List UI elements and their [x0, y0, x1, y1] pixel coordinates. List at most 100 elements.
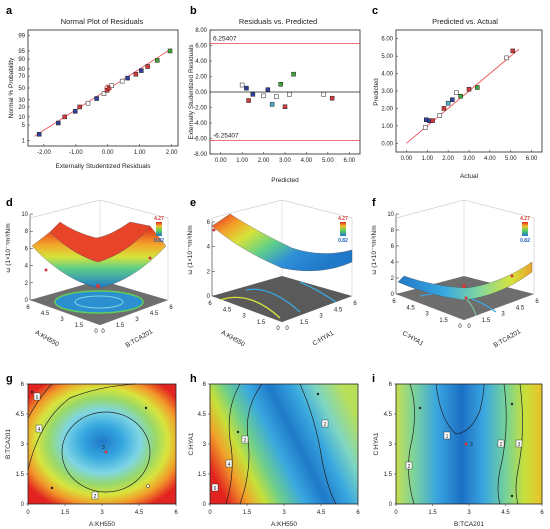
- tick-label: 0: [101, 329, 105, 335]
- data-point: [145, 64, 150, 69]
- panel-d-z-label: ω (1×10⁻⁵m³/Nm: [5, 223, 12, 272]
- panel-i-contour: [515, 383, 523, 505]
- panel-d-design-point: [96, 284, 100, 288]
- tick-label: 6: [353, 301, 357, 307]
- panel-i-y-ticks: 0 1.5 3 4.5 6: [384, 382, 396, 508]
- panel-h-contour-label: 2: [244, 438, 247, 444]
- tick-label: 0: [391, 292, 395, 298]
- panel-i-center-point: [464, 442, 468, 446]
- tick-label: 20: [18, 105, 25, 111]
- tick-label: 0.00: [381, 141, 393, 147]
- panel-b-y-ticks: 8.00 6.00 4.00 2.00 0.00 -2.00 -4.00 -6.00 -8.00: [193, 28, 212, 158]
- data-point: [291, 71, 296, 77]
- panel-g-contour-label: 2: [94, 494, 97, 500]
- panel-a-ylabel: Normal % Probability: [8, 57, 15, 118]
- panel-e-x-axis-label: A:KH550: [220, 329, 246, 348]
- panel-e-design-point: [212, 228, 216, 232]
- panel-b-limit-lines: 6.25407 -6.25407: [210, 36, 360, 141]
- panel-g-y-ticks: 0 1.5 3 4.5 6: [16, 382, 28, 508]
- panel-h-xlabel: A:KH550: [271, 521, 297, 528]
- panel-h-contour-label: 4: [228, 462, 231, 468]
- tick-label: 1.5: [482, 318, 491, 324]
- data-point: [239, 82, 245, 88]
- tick-label: 6: [356, 510, 360, 516]
- tick-label: 1.00: [236, 158, 248, 164]
- data-point: [274, 94, 279, 99]
- data-point: [72, 109, 78, 114]
- panel-i-contour-label: 2: [408, 464, 411, 470]
- tick-label: 0: [207, 294, 211, 300]
- tick-label: 4.5: [516, 305, 525, 311]
- tick-label: 4.5: [501, 510, 510, 516]
- panel-f-design-point: [464, 296, 468, 300]
- tick-label: 6: [389, 382, 393, 388]
- panel-g-contour-label-box: [91, 491, 99, 500]
- tick-label: 6: [174, 510, 178, 516]
- data-point: [261, 93, 266, 99]
- data-point: [77, 104, 82, 110]
- panel-i-xlabel: B:TCA201: [454, 521, 484, 528]
- data-point: [454, 90, 459, 95]
- panel-e-floor-contour: [245, 288, 301, 313]
- tick-label: 99: [18, 34, 25, 40]
- panel-g-x-ticks: 0 1.5 3 4.5 6: [26, 504, 178, 516]
- panel-d-y-ticks: 0 1.5 3 4.5 6: [101, 305, 173, 335]
- panel-f-design-point: [462, 284, 466, 288]
- tick-label: 0: [276, 326, 280, 332]
- data-point: [437, 113, 443, 118]
- panel-i-contour-label-box: [405, 461, 413, 470]
- tick-label: 6: [208, 301, 212, 307]
- panel-c-xlabel: Actual: [460, 173, 479, 180]
- tick-label: 8: [25, 229, 29, 235]
- data-point: [139, 68, 144, 73]
- data-point: [62, 114, 67, 120]
- tick-label: 4.00: [301, 158, 313, 164]
- tick-label: 4.5: [135, 510, 144, 516]
- data-point: [250, 92, 256, 97]
- tick-label: 3: [319, 314, 323, 320]
- tick-label: 5.00: [322, 158, 334, 164]
- data-point: [246, 98, 251, 103]
- tick-label: 3.00: [463, 156, 475, 162]
- tick-label: 1.00: [381, 124, 393, 130]
- data-point: [458, 93, 463, 99]
- panel-g: 6 4 2 3 0 1.5 3 4.5 6 0 1.5 3 4.5 6 A:KH550 B:TC…: [5, 382, 178, 528]
- tick-label: 6: [392, 299, 396, 305]
- panel-i-contour-label: 3: [518, 442, 521, 448]
- tick-label: 6: [26, 305, 30, 311]
- panel-g-contour: [27, 383, 137, 471]
- data-point: [441, 106, 447, 111]
- tick-label: 6: [21, 382, 25, 388]
- tick-label: 10: [18, 115, 25, 121]
- tick-label: 10: [21, 212, 28, 218]
- tick-label: 1.00: [421, 156, 433, 162]
- panel-h-design-point: [236, 430, 240, 434]
- tick-label: 4: [25, 264, 29, 270]
- panel-f-scale-min: 0.82: [520, 238, 530, 244]
- panel-i-design-point: [510, 402, 514, 406]
- panel-f-scale-max: 4.27: [520, 216, 530, 222]
- tick-label: 3: [60, 317, 64, 323]
- panel-d-y-axis-label: B:TCA201: [125, 328, 155, 349]
- tick-label: 1.5: [384, 472, 393, 478]
- panel-h-contour: [225, 383, 241, 505]
- data-point: [278, 82, 283, 87]
- tick-label: 95: [18, 49, 25, 55]
- panel-f-z-label: ω (1×10⁻⁵m³/Nm: [371, 225, 378, 274]
- tick-label: 3: [135, 317, 139, 323]
- tick-label: 3: [203, 442, 207, 448]
- panel-f-x-ticks: 6 4.5 3 1.5 0: [392, 299, 462, 330]
- panel-g-xlabel: A:KH550: [89, 521, 115, 528]
- data-point: [510, 48, 516, 54]
- tick-label: 1.5: [300, 320, 309, 326]
- tick-label: 8.00: [195, 28, 207, 34]
- panel-i-contour-label-box: [497, 439, 505, 448]
- panel-e-x-ticks: 6 4.5 3 1.5 0: [208, 301, 280, 332]
- panel-d-surface-back: [49, 221, 151, 263]
- tick-label: 2.00: [381, 106, 393, 112]
- panel-letter-h: h: [190, 373, 197, 385]
- panel-d-color-scale: [156, 222, 162, 236]
- panel-a-title: Normal Plot of Residuals: [61, 17, 144, 26]
- panel-g-ylabel: B:TCA201: [5, 429, 12, 459]
